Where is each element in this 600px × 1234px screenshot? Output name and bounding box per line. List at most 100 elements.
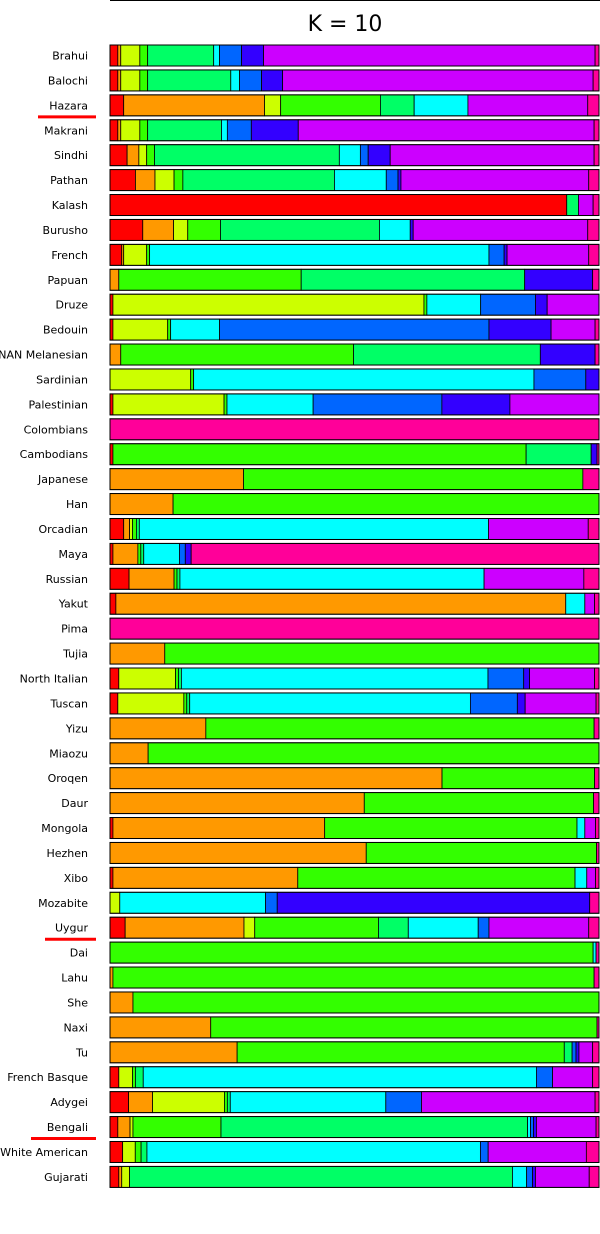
segment-hazara-cluster-2: [123, 94, 265, 117]
segment-white-american-cluster-1: [109, 1141, 124, 1163]
bar-frame-gujarati: [109, 1165, 600, 1188]
segment-papuan-cluster-4: [118, 268, 302, 291]
segment-tu-cluster-7: [571, 1041, 577, 1064]
label-papuan: Papuan: [47, 274, 88, 287]
segment-mongola-cluster-2: [112, 817, 326, 839]
label-maya: Maya: [59, 548, 88, 561]
segment-bengali-cluster-2: [117, 1116, 131, 1138]
label-japanese: Japanese: [37, 473, 88, 486]
segment-russian-cluster-5: [176, 567, 181, 590]
segment-bedouin-cluster-8: [488, 318, 552, 341]
segment-kalash-cluster-5: [566, 194, 579, 216]
segment-bengali-cluster-1: [109, 1116, 119, 1138]
label-hazara: Hazara: [49, 99, 88, 112]
segment-sindhi-cluster-7: [359, 144, 369, 167]
segment-sardinian-cluster-6: [193, 368, 535, 391]
segment-balochi-cluster-5: [147, 69, 232, 92]
segment-yakut-cluster-1: [109, 592, 117, 615]
segment-palestinian-cluster-9: [509, 393, 600, 416]
segment-north-italian-cluster-10: [594, 667, 600, 690]
segment-pathan-cluster-2: [135, 169, 156, 192]
bar-frame-tujia: [109, 642, 600, 665]
segment-palestinian-cluster-4: [223, 393, 228, 416]
segment-uygur-cluster-5: [378, 916, 409, 939]
segment-hazara-cluster-9: [467, 94, 589, 117]
segment-french-cluster-8: [503, 243, 508, 266]
segment-north-italian-cluster-5: [178, 667, 182, 690]
segment-gujarati-cluster-5: [129, 1166, 513, 1188]
segment-mongola-cluster-10: [595, 817, 600, 839]
segment-russian-cluster-1: [109, 567, 130, 590]
label-burusho: Burusho: [43, 224, 89, 237]
segment-cambodians-cluster-8: [590, 443, 598, 466]
label-tu: Tu: [75, 1046, 88, 1059]
segment-orcadian-cluster-4: [132, 518, 137, 540]
segment-gujarati-cluster-7: [526, 1166, 533, 1188]
segment-bengali-cluster-4: [132, 1116, 222, 1138]
segment-dai-cluster-6: [592, 941, 597, 964]
label-sindhi: Sindhi: [54, 149, 88, 162]
bar-frame-tuscan: [109, 692, 600, 715]
segment-brahui-cluster-1: [109, 44, 119, 67]
label-miaozu: Miaozu: [49, 747, 88, 760]
segment-tu-cluster-8: [575, 1041, 580, 1064]
label-cambodians: Cambodians: [20, 448, 89, 461]
segment-pathan-cluster-3: [154, 169, 175, 192]
label-makrani: Makrani: [44, 124, 88, 137]
segment-balochi-cluster-10: [592, 69, 600, 92]
bar-frame-daur: [109, 792, 600, 815]
segment-white-american-cluster-7: [479, 1141, 489, 1163]
segment-lahu-cluster-10: [593, 966, 600, 989]
segment-bengali-cluster-7: [530, 1116, 534, 1138]
segment-brahui-cluster-3: [120, 44, 141, 67]
segment-yakut-cluster-2: [115, 592, 567, 615]
label-lahu: Lahu: [61, 972, 88, 985]
segment-nan-melanesian-cluster-4: [120, 343, 354, 366]
segment-white-american-cluster-9: [487, 1141, 587, 1163]
segment-french-basque-cluster-5: [135, 1066, 144, 1089]
bar-frame-she: [109, 991, 600, 1014]
bar-frame-brahui: [109, 44, 600, 67]
label-xibo: Xibo: [64, 872, 89, 885]
segment-adygei-cluster-10: [594, 1091, 600, 1114]
bar-frame-yakut: [109, 592, 600, 615]
segment-nan-melanesian-cluster-10: [594, 343, 600, 366]
segment-uygur-cluster-6: [407, 916, 479, 939]
segment-pathan-cluster-6: [334, 169, 387, 192]
segment-adygei-cluster-6: [229, 1091, 387, 1114]
bar-frame-maya: [109, 542, 600, 565]
segment-french-cluster-6: [149, 243, 490, 266]
segment-hazara-cluster-4: [280, 94, 381, 117]
segment-hazara-cluster-1: [109, 94, 125, 117]
label-brahui: Brahui: [52, 50, 88, 63]
segment-naxi-cluster-4: [210, 1016, 598, 1039]
label-adygei: Adygei: [50, 1096, 88, 1109]
bar-frame-nan-melanesian: [109, 343, 600, 366]
label-pathan: Pathan: [50, 174, 88, 187]
segment-balochi-cluster-7: [239, 69, 262, 92]
segment-cambodians-cluster-4: [112, 443, 527, 466]
bar-frame-uygur: [109, 916, 600, 939]
segment-tuscan-cluster-7: [469, 692, 518, 715]
segment-mozabite-cluster-6: [119, 891, 266, 914]
segment-tujia-cluster-2: [109, 642, 166, 665]
segment-white-american-cluster-10: [585, 1141, 600, 1163]
segment-kalash-cluster-1: [109, 194, 568, 216]
segment-north-italian-cluster-6: [180, 667, 489, 690]
segment-makrani-cluster-2: [117, 119, 122, 142]
bar-frame-japanese: [109, 468, 600, 491]
segment-balochi-cluster-8: [261, 69, 284, 92]
segment-bengali-cluster-6: [527, 1116, 531, 1138]
bar-frame-burusho: [109, 218, 600, 241]
label-dai: Dai: [70, 947, 88, 960]
segment-nan-melanesian-cluster-2: [109, 343, 122, 366]
bar-frame-sardinian: [109, 368, 600, 391]
segment-oroqen-cluster-2: [109, 767, 443, 790]
segment-french-basque-cluster-1: [109, 1066, 120, 1089]
bar-frame-mongola: [109, 817, 600, 840]
segment-tuscan-cluster-8: [516, 692, 526, 715]
segment-bengali-cluster-9: [536, 1116, 597, 1138]
segment-brahui-cluster-10: [594, 44, 600, 67]
segment-uygur-cluster-2: [124, 916, 245, 939]
segment-adygei-cluster-7: [385, 1091, 422, 1114]
